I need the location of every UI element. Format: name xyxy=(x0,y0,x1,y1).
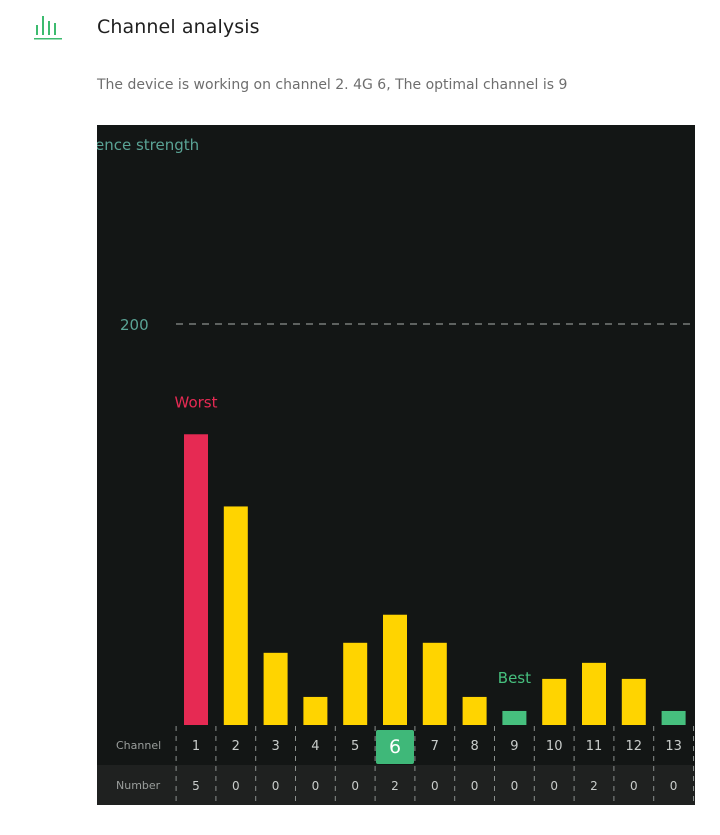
channel-label: 9 xyxy=(510,739,518,754)
channel-label: 13 xyxy=(665,739,682,754)
worst-label: Worst xyxy=(175,393,218,411)
number-row-label: Number xyxy=(116,779,161,792)
page-title: Channel analysis xyxy=(97,16,260,38)
channel-chart-panel: ence strength 200 Channel Number 1 5 Worst… xyxy=(97,125,695,805)
best-label: Best xyxy=(498,669,531,687)
channel-count: 0 xyxy=(511,779,519,793)
bar-channel-11 xyxy=(582,662,606,725)
channel-count: 0 xyxy=(630,779,638,793)
signal-bars-icon xyxy=(34,16,62,40)
bar-channel-5 xyxy=(343,642,368,725)
channel-label: 5 xyxy=(351,739,359,754)
channel-status-text: The device is working on channel 2. 4G 6… xyxy=(97,77,568,93)
channel-count: 2 xyxy=(590,779,598,793)
channel-count: 0 xyxy=(670,779,678,793)
number-row-background xyxy=(97,765,695,805)
channel-count: 0 xyxy=(272,779,280,793)
channel-count: 0 xyxy=(232,779,240,793)
channel-label: 6 xyxy=(389,736,401,758)
bar-channel-9 xyxy=(502,710,527,725)
channel-label: 12 xyxy=(626,739,643,754)
channel-row-label: Channel xyxy=(116,739,161,752)
bar-channel-2 xyxy=(223,506,248,725)
channel-count: 0 xyxy=(550,779,558,793)
bar-channel-3 xyxy=(263,652,288,725)
channel-label: 8 xyxy=(470,739,478,754)
channel-label: 10 xyxy=(546,739,563,754)
bar-channel-4 xyxy=(303,696,328,725)
bar-channel-12 xyxy=(621,678,646,725)
bar-channel-13 xyxy=(661,710,686,725)
channel-label: 11 xyxy=(586,739,603,754)
bar-channel-1 xyxy=(184,434,208,725)
channel-label: 1 xyxy=(192,739,200,754)
channel-label: 7 xyxy=(431,739,439,754)
channel-label: 3 xyxy=(271,739,279,754)
channel-count: 0 xyxy=(431,779,439,793)
channel-label: 4 xyxy=(311,739,319,754)
bar-channel-10 xyxy=(542,678,567,725)
bar-channel-7 xyxy=(422,642,447,725)
y-axis-label: ence strength xyxy=(97,136,199,154)
channel-count: 0 xyxy=(351,779,359,793)
channel-label: 2 xyxy=(232,739,240,754)
current-channel-highlight xyxy=(376,730,414,764)
channel-interference-chart: ence strength 200 Channel Number 15Worst… xyxy=(97,125,695,805)
bar-channel-8 xyxy=(462,696,487,725)
channel-count: 0 xyxy=(471,779,479,793)
channel-count: 0 xyxy=(312,779,320,793)
bar-channel-6 xyxy=(383,614,407,725)
channel-count: 2 xyxy=(391,779,399,793)
reference-line-label: 200 xyxy=(120,316,149,334)
channel-count: 5 xyxy=(192,779,200,793)
